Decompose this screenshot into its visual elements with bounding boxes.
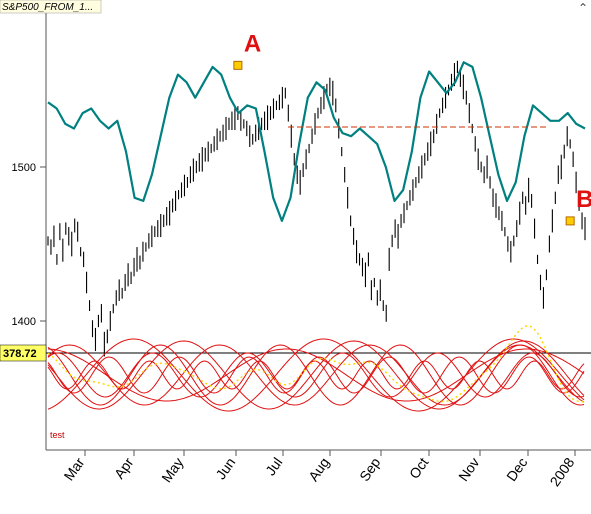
cycle-line <box>47 344 585 406</box>
composite-dotted-line <box>47 325 584 403</box>
annotation-label-b: B <box>576 186 591 213</box>
annotation-marker-b <box>565 216 575 226</box>
x-tick-label: Dec <box>503 455 530 485</box>
x-tick-label: Aug <box>305 455 332 485</box>
teal-cycle-line <box>47 61 586 222</box>
x-axis-ticks: Mar Apr May Jun Jul Aug Sep Oct Nov Dec 2008 <box>61 450 578 489</box>
x-tick-label: Mar <box>61 454 88 483</box>
scroll-up-icon[interactable]: ⌃ <box>578 1 588 15</box>
x-tick-label: May <box>158 455 186 486</box>
cycle-components <box>47 325 585 412</box>
y-tick-label: 1400 <box>12 316 36 328</box>
x-tick-label: Jul <box>262 455 285 479</box>
cycle-line <box>47 348 585 402</box>
x-tick-label: Nov <box>455 455 482 485</box>
y-axis-ticks: 1400 1500 <box>12 162 46 328</box>
current-value-label: 378.72 <box>3 348 37 360</box>
teal-cycle-group <box>47 61 586 222</box>
annotations-group: AB <box>233 30 591 226</box>
x-tick-label: Oct <box>406 454 432 481</box>
title-tab[interactable] <box>0 0 102 14</box>
title-tab-label: S&P500_FROM_1... <box>2 2 93 13</box>
price-bars <box>47 60 586 357</box>
y-tick-label: 1500 <box>12 162 36 174</box>
cycle-line <box>47 356 585 394</box>
indicator-label: test <box>50 430 65 440</box>
x-tick-label: Apr <box>111 454 137 481</box>
x-tick-label: Sep <box>356 454 384 484</box>
annotation-label-a: A <box>244 30 261 57</box>
cycle-line <box>47 338 585 412</box>
current-value-badge <box>0 344 47 362</box>
annotation-marker-a <box>233 60 243 70</box>
x-tick-label: Jun <box>212 455 238 483</box>
cycle-line <box>47 360 585 390</box>
x-tick-label: 2008 <box>546 454 577 489</box>
cycle-line <box>47 340 585 410</box>
cycle-line <box>47 344 585 406</box>
